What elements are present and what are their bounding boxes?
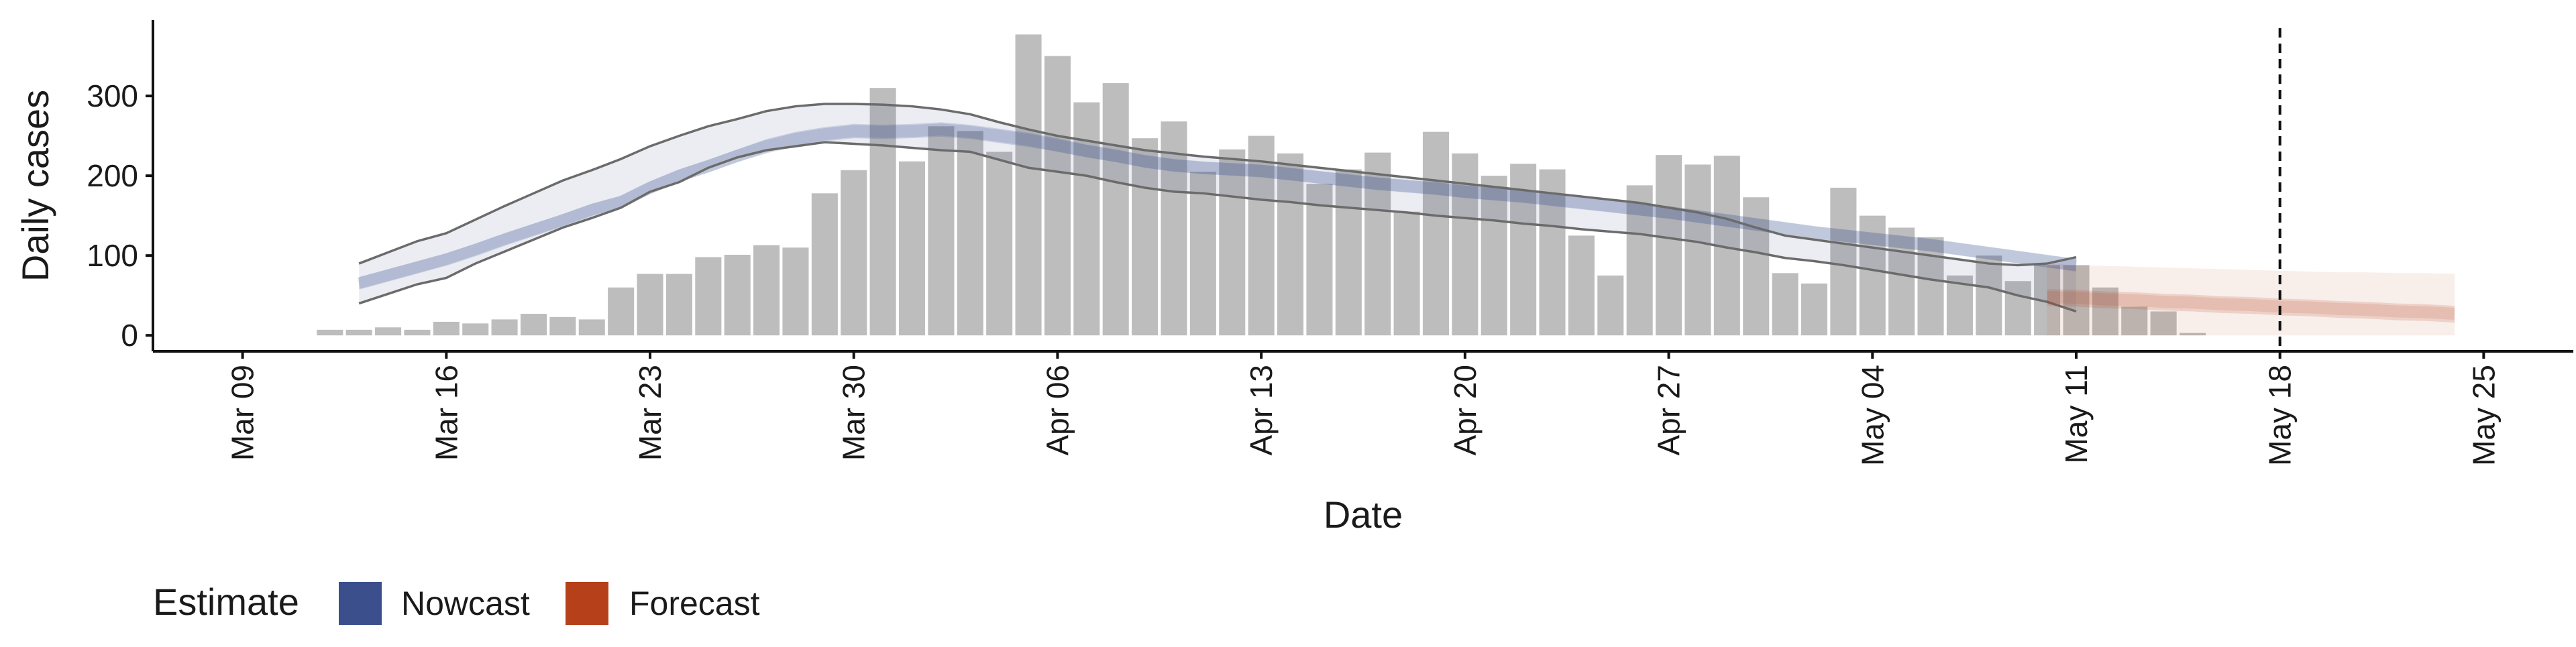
observed-bar bbox=[869, 88, 896, 336]
x-axis-title: Date bbox=[1324, 493, 1403, 536]
observed-bar bbox=[1859, 215, 1886, 336]
observed-bar bbox=[433, 321, 460, 336]
observed-bar bbox=[1801, 283, 1828, 336]
observed-bar bbox=[1422, 131, 1449, 336]
x-tick-label: Apr 20 bbox=[1448, 365, 1483, 456]
observed-bar bbox=[491, 319, 518, 336]
nowcast-lower-bound-line bbox=[358, 141, 2077, 313]
observed-bar bbox=[520, 314, 547, 336]
observed-bar bbox=[2179, 333, 2206, 336]
observed-bar bbox=[841, 170, 867, 336]
y-tick-label: 100 bbox=[87, 238, 138, 273]
x-tick-label: May 04 bbox=[1855, 365, 1890, 466]
legend-title: Estimate bbox=[153, 581, 299, 623]
y-tick-label: 200 bbox=[87, 158, 138, 193]
observed-bar bbox=[898, 161, 926, 336]
observed-bar bbox=[1015, 34, 1042, 336]
observed-bar bbox=[1481, 176, 1507, 336]
observed-bar bbox=[753, 245, 780, 336]
observed-bar bbox=[2150, 311, 2177, 336]
observed-bar bbox=[1335, 169, 1362, 336]
observed-bar bbox=[928, 126, 955, 336]
observed-bar bbox=[986, 152, 1013, 336]
observed-bar bbox=[608, 287, 635, 336]
legend-key-nowcast bbox=[339, 582, 382, 625]
observed-bar bbox=[1073, 102, 1100, 336]
observed-bar bbox=[2063, 265, 2090, 336]
nowcast-upper-bound-line bbox=[358, 103, 2077, 267]
x-tick-label: May 18 bbox=[2263, 365, 2298, 466]
observed-bar bbox=[317, 329, 343, 336]
estimate-bands bbox=[357, 103, 2455, 336]
forecast-median-line bbox=[2047, 291, 2455, 320]
observed-bar bbox=[1976, 255, 2002, 336]
observed-bar bbox=[462, 323, 489, 336]
observed-bar bbox=[811, 193, 838, 336]
observed-bar bbox=[1888, 227, 1915, 336]
observed-bar bbox=[724, 254, 751, 336]
observed-bar bbox=[375, 327, 402, 336]
observed-bar bbox=[1132, 138, 1159, 336]
y-tick-label: 300 bbox=[87, 78, 138, 113]
axes bbox=[146, 20, 2573, 359]
observed-bar bbox=[404, 329, 431, 336]
x-tick-label: May 25 bbox=[2466, 365, 2501, 466]
legend-key-forecast bbox=[566, 582, 608, 625]
observed-bar bbox=[1539, 169, 1566, 336]
x-tick-label: Apr 06 bbox=[1040, 365, 1075, 456]
observed-bar bbox=[549, 316, 576, 336]
y-tick-label: 0 bbox=[121, 318, 138, 353]
x-tick-label: May 11 bbox=[2059, 365, 2094, 463]
observed-bar bbox=[1597, 275, 1624, 336]
observed-bar bbox=[695, 257, 722, 336]
observed-bar bbox=[1656, 155, 1682, 336]
legend-label-forecast: Forecast bbox=[629, 585, 760, 622]
observed-bar bbox=[1219, 149, 1246, 336]
observed-bar bbox=[1510, 164, 1537, 336]
observed-bar bbox=[1044, 56, 1071, 336]
observed-bar bbox=[1189, 172, 1216, 336]
observed-bar bbox=[1277, 153, 1304, 336]
observed-bar bbox=[1568, 235, 1595, 336]
nowcast-median-line bbox=[357, 123, 2078, 290]
observed-bar bbox=[345, 329, 372, 336]
legend-label-nowcast: Nowcast bbox=[401, 585, 530, 622]
forecast-inner-band bbox=[2047, 289, 2455, 323]
observed-bar bbox=[1161, 121, 1187, 336]
x-tick-label: Mar 16 bbox=[429, 365, 464, 461]
observed-bar bbox=[1626, 185, 1653, 336]
observed-bar bbox=[2004, 281, 2031, 336]
forecast-outer-band bbox=[2047, 263, 2455, 336]
observed-bar bbox=[2121, 306, 2148, 336]
x-tick-label: Apr 13 bbox=[1244, 365, 1279, 456]
y-axis-title: Daily cases bbox=[14, 90, 56, 282]
observed-bar bbox=[637, 274, 663, 336]
observed-bar bbox=[665, 274, 692, 336]
observed-bar bbox=[1364, 152, 1391, 336]
observed-bar bbox=[1248, 135, 1275, 336]
observed-bar bbox=[1772, 273, 1799, 336]
observed-bar bbox=[957, 131, 983, 336]
x-tick-label: Apr 27 bbox=[1652, 365, 1686, 456]
x-tick-label: Mar 09 bbox=[225, 365, 260, 461]
observed-bar bbox=[1684, 164, 1711, 336]
legend: Estimate Nowcast Forecast bbox=[153, 581, 760, 625]
observed-bar bbox=[1743, 197, 1770, 336]
observed-bar bbox=[1102, 83, 1129, 336]
observed-bar bbox=[578, 319, 605, 336]
x-tick-label: Mar 23 bbox=[633, 365, 667, 461]
tick-labels: 0 100 200 300 Mar 09 Mar 16 Mar 23 Mar 30 Apr 06… bbox=[87, 78, 2501, 466]
observed-bar bbox=[782, 247, 809, 336]
observed-bar bbox=[1306, 184, 1333, 336]
observed-bar bbox=[1452, 153, 1479, 336]
x-tick-label: Mar 30 bbox=[837, 365, 871, 461]
observed-bar bbox=[1830, 187, 1857, 336]
observed-bar bbox=[1393, 211, 1420, 336]
observed-bar bbox=[2092, 287, 2118, 336]
